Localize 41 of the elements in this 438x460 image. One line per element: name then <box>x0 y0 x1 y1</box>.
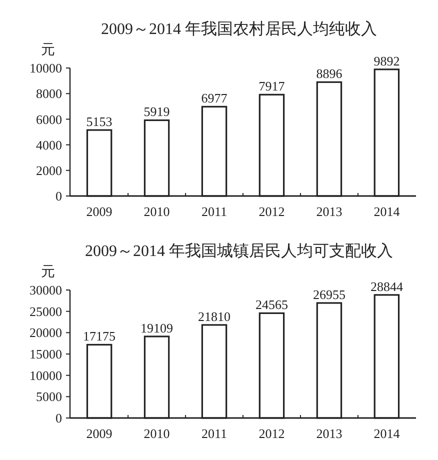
y-tick-label: 20000 <box>30 325 62 340</box>
x-tick-label: 2014 <box>374 426 400 441</box>
x-tick-label: 2011 <box>201 204 228 219</box>
data-label: 7917 <box>258 78 286 94</box>
data-label: 19109 <box>140 320 174 336</box>
data-label: 8896 <box>316 66 343 82</box>
y-tick-label: 15000 <box>30 346 62 362</box>
y-axis-title: 元 <box>41 43 55 58</box>
data-label: 21810 <box>198 308 231 324</box>
x-tick-label: 2014 <box>374 204 400 219</box>
data-label: 6977 <box>201 90 228 106</box>
x-tick-label: 2009 <box>86 426 112 441</box>
data-label: 5153 <box>86 114 112 130</box>
data-label: 26955 <box>312 286 346 302</box>
y-tick-label: 10000 <box>30 60 62 76</box>
data-label: 28844 <box>370 278 404 294</box>
x-tick-label: 2013 <box>316 426 342 441</box>
y-tick-label: 5000 <box>36 389 62 404</box>
data-label: 24565 <box>255 297 288 312</box>
y-tick-label: 2000 <box>36 162 62 178</box>
x-tick-label: 2012 <box>258 204 285 219</box>
x-tick-label: 2011 <box>201 426 228 441</box>
y-tick-label: 10000 <box>30 368 62 383</box>
data-label: 9892 <box>374 53 400 68</box>
y-tick-label: 30000 <box>30 282 62 298</box>
y-tick-label: 0 <box>56 188 62 204</box>
y-tick-label: 8000 <box>36 86 62 102</box>
x-tick-label: 2013 <box>316 204 342 219</box>
y-tick-label: 0 <box>56 410 62 426</box>
data-label: 5919 <box>144 104 170 120</box>
y-tick-label: 25000 <box>30 304 62 319</box>
chart-title: 2009～2014 年我国农村居民人均纯收入 <box>101 20 377 38</box>
y-axis-title: 元 <box>41 265 55 280</box>
y-tick-label: 6000 <box>36 112 62 127</box>
x-tick-label: 2010 <box>144 426 170 441</box>
x-tick-label: 2009 <box>86 204 112 219</box>
data-label: 17175 <box>83 328 116 344</box>
y-tick-label: 4000 <box>36 137 62 152</box>
x-tick-label: 2010 <box>144 204 170 219</box>
x-tick-label: 2012 <box>258 426 285 441</box>
chart-title: 2009～2014 年我国城镇居民人均可支配收入 <box>85 242 393 260</box>
